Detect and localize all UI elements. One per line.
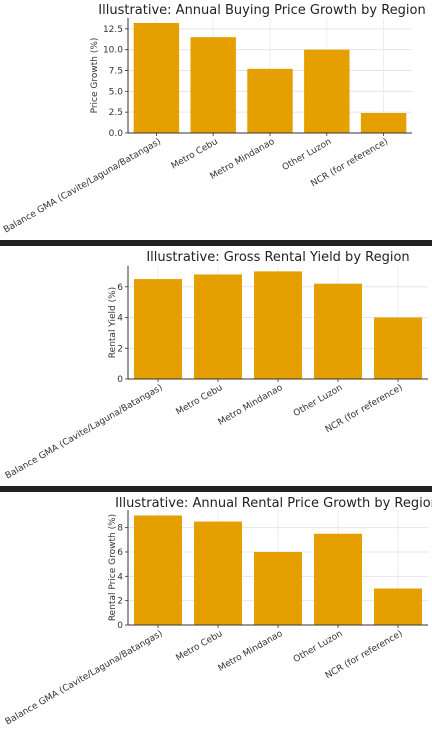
y-tick-label: 8 [117,524,123,534]
chart-title: Illustrative: Annual Buying Price Growth… [98,3,425,18]
chart-title: Illustrative: Gross Rental Yield by Regi… [146,250,409,265]
category-label: Other Luzon [292,629,345,665]
panel-divider [0,240,432,246]
y-tick-label: 0.0 [109,129,124,139]
y-tick-label: 4 [117,572,123,582]
category-label: Balance GMA (Cavite/Laguna/Batangas) [2,137,163,236]
bar [134,279,182,379]
chart-panel-rental-price-growth: 0 2 4 6 8 Balance GMA (Cavite/Laguna/Batangas… [0,492,432,731]
y-tick-label: 2 [117,597,123,607]
y-tick-label: 2 [117,344,123,354]
bar [304,49,350,133]
bar [134,515,182,625]
chart-svg: 0 2 4 6 Balance GMA (Cavite/Laguna/Batangas)… [4,250,428,482]
bar [190,37,236,133]
bar [314,283,362,379]
chart-panel-gross-rental-yield: 0 2 4 6 Balance GMA (Cavite/Laguna/Batangas)… [0,246,432,486]
bar [194,274,242,379]
category-label: Balance GMA (Cavite/Laguna/Batangas) [4,383,165,482]
category-label: Metro Cebu [175,629,225,664]
category-label: Metro Mindanao [209,137,277,182]
bar [314,533,362,625]
chart-svg: 0.0 2.5 5.0 7.5 10.0 12.5 Balance GMA (Cavite/… [2,3,426,236]
bar [374,317,422,379]
y-axis-label: Rental Price Growth (%) [108,514,118,621]
chart-svg: 0 2 4 6 8 Balance GMA (Cavite/Laguna/Batangas… [4,496,432,728]
y-tick-label: 4 [117,314,123,324]
y-tick-label: 2.5 [109,108,123,118]
y-axis-label: Rental Yield (%) [108,287,118,358]
y-tick-label: 5.0 [109,87,124,97]
y-tick-label: 10.0 [103,46,123,56]
category-label: Metro Mindanao [217,383,285,428]
category-label: Metro Cebu [175,383,225,418]
y-tick-label: 6 [117,283,123,293]
bar [194,521,242,625]
panel-divider [0,486,432,492]
chart-panel-buying-price-growth: 0.0 2.5 5.0 7.5 10.0 12.5 Balance GMA (Cavite/… [0,0,432,240]
category-label: Other Luzon [292,383,345,419]
y-tick-label: 7.5 [109,67,123,77]
bar [254,271,302,379]
bar [374,588,422,625]
y-tick-label: 0 [117,621,123,631]
y-tick-label: 12.5 [103,25,123,35]
bar [360,113,407,133]
category-label: Metro Cebu [170,137,220,172]
bar [133,23,180,133]
category-label: Metro Mindanao [217,629,285,674]
y-tick-label: 0 [117,375,123,385]
category-label: Other Luzon [281,137,334,173]
category-label: Balance GMA (Cavite/Laguna/Batangas) [4,629,165,728]
bar [247,68,293,133]
y-tick-label: 6 [117,548,123,558]
chart-title: Illustrative: Annual Rental Price Growth… [115,496,432,511]
bar [254,551,302,625]
y-axis-label: Price Growth (%) [90,38,100,114]
